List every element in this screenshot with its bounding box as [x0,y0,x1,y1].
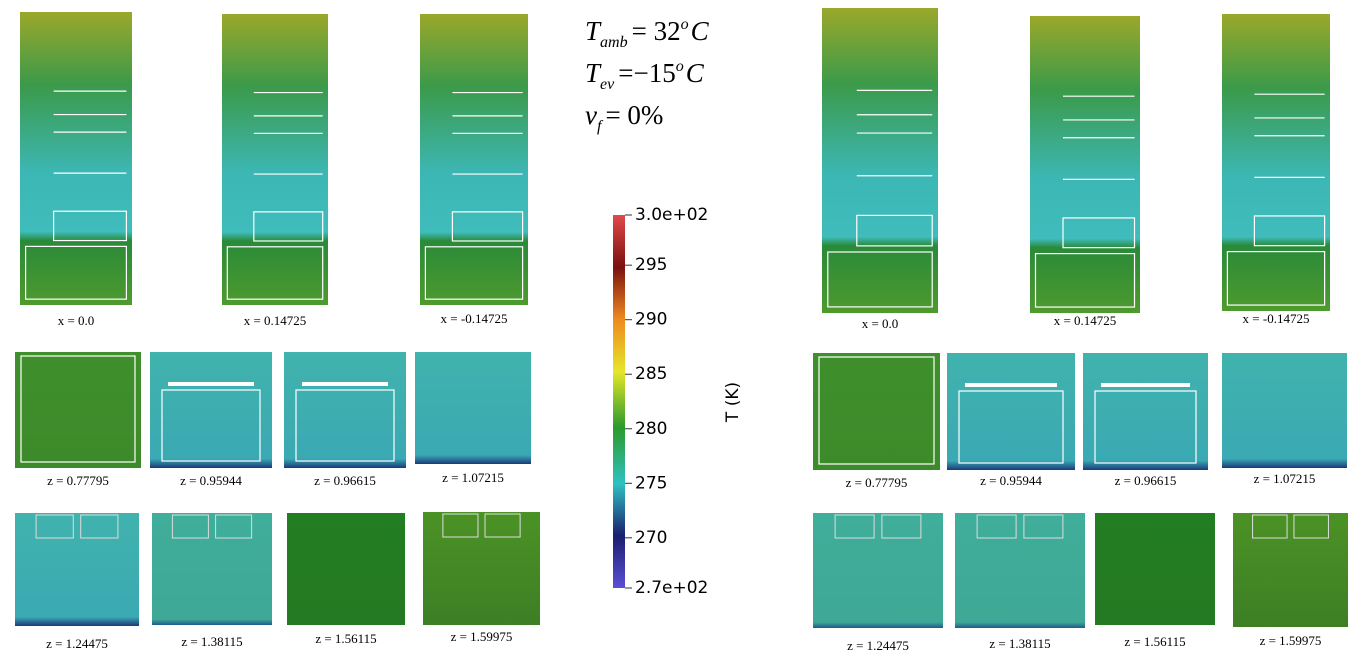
colorbar-tick-label: 3.0e+02 [635,205,708,225]
slice-panel [20,12,132,305]
slice-panel [15,352,141,468]
slice-panel [287,513,405,625]
slice-panel [420,14,528,305]
shelf [168,382,254,386]
shelf [302,382,388,386]
colorbar [613,215,625,588]
colorbar-tick-label: 290 [635,310,667,330]
slice-panel [150,352,272,468]
panel-label: x = 0.14725 [244,313,307,328]
panel-label: x = -0.14725 [1243,311,1310,326]
panel-label: z = 0.95944 [980,473,1042,488]
slice-panel [1030,16,1140,313]
slice-panel [1222,14,1330,311]
shelf [1101,383,1190,387]
slice-panel [1233,513,1348,627]
figure: x = 0.0 x = 0.14725 x = -0.14725 z = 0.7779… [0,0,1351,658]
panel-label: x = -0.14725 [441,311,508,326]
panel-label: z = 1.56115 [1124,634,1185,649]
panel-label: z = 1.24475 [847,638,909,653]
slice-panel [423,512,540,625]
condition: Tamb= 32oC [585,16,710,51]
slice-panel [284,352,406,468]
slice-panel [813,353,940,470]
colorbar-tick-label: 295 [635,255,667,275]
slice-panel [1095,513,1215,625]
subscript: ev [600,76,615,93]
colorbar-tick-label: 275 [635,473,667,493]
slice-panel [955,513,1085,628]
panels: x = 0.0 x = 0.14725 x = -0.14725 z = 0.7779… [15,8,1348,653]
panel-label: x = 0.0 [862,316,899,331]
variable: v [585,100,597,130]
unit: C [691,16,710,46]
slice-panel [1083,353,1208,470]
value: =−15 [618,58,675,88]
panel-label: z = 1.07215 [1254,471,1316,486]
unit: C [686,58,705,88]
colorbar-tick-label: 280 [635,419,667,439]
condition: Tev=−15oC [585,58,705,93]
superscript: o [681,16,689,33]
panel-label: z = 1.56115 [315,631,376,646]
panel-label: z = 1.38115 [989,636,1050,651]
slice-panel [947,353,1075,470]
panel-label: z = 0.96615 [1115,473,1177,488]
colorbar-title: T (K) [723,382,743,423]
value: = 32 [632,16,681,46]
panel-label: z = 1.59975 [451,629,513,644]
superscript: o [676,58,684,75]
subscript: amb [600,34,628,51]
panel-label: z = 0.96615 [314,473,376,488]
value: = 0% [605,100,663,130]
shelf [965,383,1057,387]
slice-panel [813,513,943,628]
colorbar-tick-label: 270 [635,528,667,548]
slice-panel [1222,353,1347,468]
panel-label: z = 1.38115 [181,634,242,649]
slice-panel [152,513,272,625]
slice-panel [415,352,531,464]
panel-label: z = 0.77795 [846,475,908,490]
conditions: Tamb= 32oC Tev=−15oC vf= 0% [585,16,710,135]
panel-label: z = 0.77795 [47,473,109,488]
panel-label: z = 1.07215 [442,470,504,485]
colorbar-tick-label: 285 [635,364,667,384]
panel-label: z = 1.24475 [46,636,108,651]
slice-panel [222,14,328,305]
subscript: f [597,118,604,135]
slice-panel [822,8,938,313]
condition: vf= 0% [585,100,663,135]
colorbar-tick-label: 2.7e+02 [635,578,708,598]
panel-label: x = 0.0 [58,313,95,328]
panel-label: z = 1.59975 [1260,633,1322,648]
panel-label: x = 0.14725 [1054,313,1117,328]
slice-panel [15,513,139,626]
panel-label: z = 0.95944 [180,473,242,488]
